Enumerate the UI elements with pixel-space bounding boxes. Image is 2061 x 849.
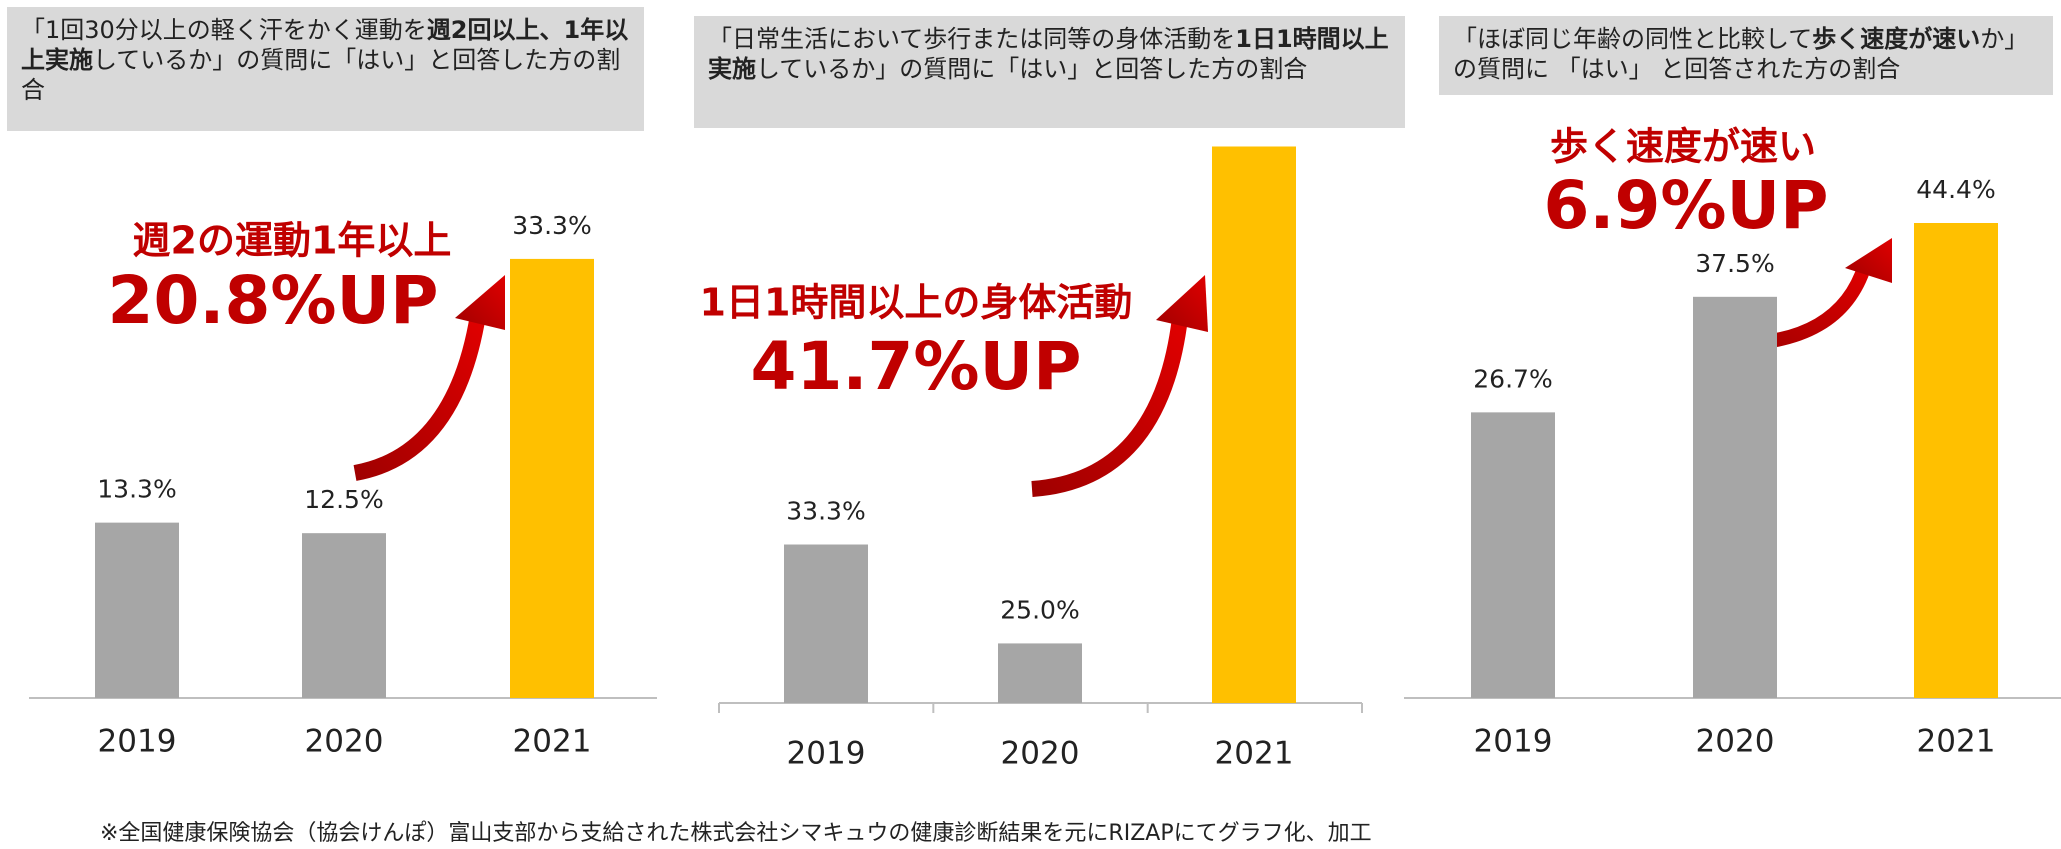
title-run: しているか」の質問に「はい」と回答した方の割合	[21, 46, 621, 104]
title-run: 歩く速度が速い	[1812, 25, 1981, 53]
value-label: 37.5%	[1695, 249, 1774, 278]
value-label: 12.5%	[304, 485, 383, 514]
bar	[1471, 412, 1555, 698]
x-tick-label: 2021	[1917, 724, 1996, 760]
bar	[510, 258, 594, 698]
x-tick-label: 2019	[1474, 724, 1553, 760]
value-label: 33.3%	[512, 211, 591, 240]
annotation: 週2の運動1年以上	[133, 219, 452, 263]
value-label: 13.3%	[97, 475, 176, 504]
footnote: ※全国健康保険協会（協会けんぽ）富山支部から支給された株式会社シマキュウの健康診…	[100, 821, 1372, 846]
x-tick-label: 2020	[1696, 724, 1775, 760]
x-tick-label: 2019	[787, 736, 866, 772]
arrow	[1031, 275, 1208, 497]
title-run: か」の質問に 「はい」 と回答された方の割合	[1453, 25, 2029, 83]
annotation: 6.9%UP	[1543, 167, 1828, 244]
chart-title: 「日常生活において歩行または同等の身体活動を1日1時間以上実施しているか」の質問…	[694, 16, 1405, 128]
bar	[302, 533, 386, 698]
title-run: 週2回以上、1年以上実施	[21, 16, 629, 74]
bar	[1693, 296, 1777, 698]
chart-title: 「ほぼ同じ年齢の同性と比較して歩く速度が速いか」の質問に 「はい」 と回答された…	[1439, 16, 2053, 95]
x-tick-label: 2021	[513, 724, 592, 760]
title-run: 「ほぼ同じ年齢の同性と比較して	[1453, 25, 1813, 53]
x-tick-label: 2021	[1215, 736, 1294, 772]
title-run: 「1回30分以上の軽く汗をかく運動を	[21, 16, 427, 44]
title-run: 1日1時間以上実施	[708, 25, 1389, 83]
annotation: 1日1時間以上の身体活動	[700, 281, 1133, 325]
arrow	[353, 275, 505, 481]
title-run: しているか」の質問に「はい」と回答した方の割合	[756, 55, 1308, 83]
chart-title: 「1回30分以上の軽く汗をかく運動を週2回以上、1年以上実施しているか」の質問に…	[7, 7, 644, 131]
bar	[95, 522, 179, 698]
title-run: 「日常生活において歩行または同等の身体活動を	[708, 25, 1236, 53]
bar	[1914, 223, 1998, 698]
annotation: 41.7%UP	[751, 328, 1082, 405]
x-tick-label: 2020	[1001, 736, 1080, 772]
value-label: 25.0%	[1000, 595, 1079, 624]
value-label: 26.7%	[1473, 364, 1552, 393]
bar	[998, 643, 1082, 703]
x-tick-label: 2019	[98, 724, 177, 760]
bar	[784, 544, 868, 703]
value-label: 44.4%	[1916, 175, 1995, 204]
x-tick-label: 2020	[305, 724, 384, 760]
bar	[1212, 146, 1296, 703]
annotation: 20.8%UP	[108, 262, 439, 339]
value-label: 33.3%	[786, 497, 865, 526]
annotation: 歩く速度が速い	[1550, 125, 1816, 169]
